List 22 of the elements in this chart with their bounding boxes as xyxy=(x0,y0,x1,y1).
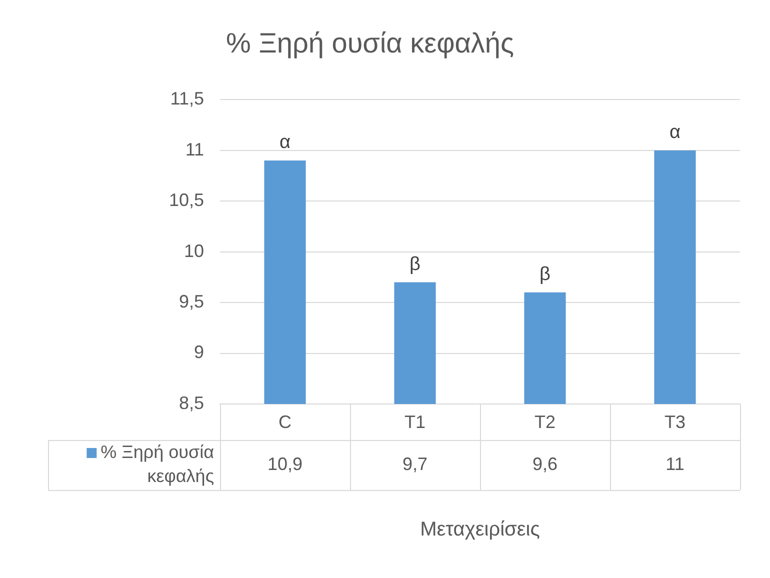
y-tick-label: 10,5 xyxy=(168,190,204,210)
data-label: 10,9 xyxy=(267,454,303,474)
y-tick-label: 11,5 xyxy=(170,88,204,109)
chart-title: % Ξηρή ουσία κεφαλής xyxy=(226,28,514,59)
annotation: α xyxy=(280,132,291,154)
y-tick-label: 8,5 xyxy=(178,392,204,413)
data-label: 11 xyxy=(666,454,684,474)
legend-label: % Ξηρή ουσία κεφαλής xyxy=(100,442,214,486)
annotation: β xyxy=(410,254,421,275)
x-axis-title: Μεταχειρίσεις xyxy=(420,518,540,541)
y-tick-label: 10 xyxy=(184,240,204,261)
x-tick-label: C xyxy=(278,412,292,432)
annotation: α xyxy=(670,122,681,144)
x-tick-label: T1 xyxy=(404,412,426,432)
y-tick-label: 9 xyxy=(194,342,204,362)
annotation: β xyxy=(540,264,551,286)
data-label: 9,7 xyxy=(402,454,428,474)
y-tick-label: 9,5 xyxy=(178,292,204,312)
data-label: 9,6 xyxy=(532,454,558,474)
y-tick-label: 11 xyxy=(185,139,204,160)
x-tick-label: T3 xyxy=(664,412,686,432)
x-tick-label: T2 xyxy=(534,412,556,432)
